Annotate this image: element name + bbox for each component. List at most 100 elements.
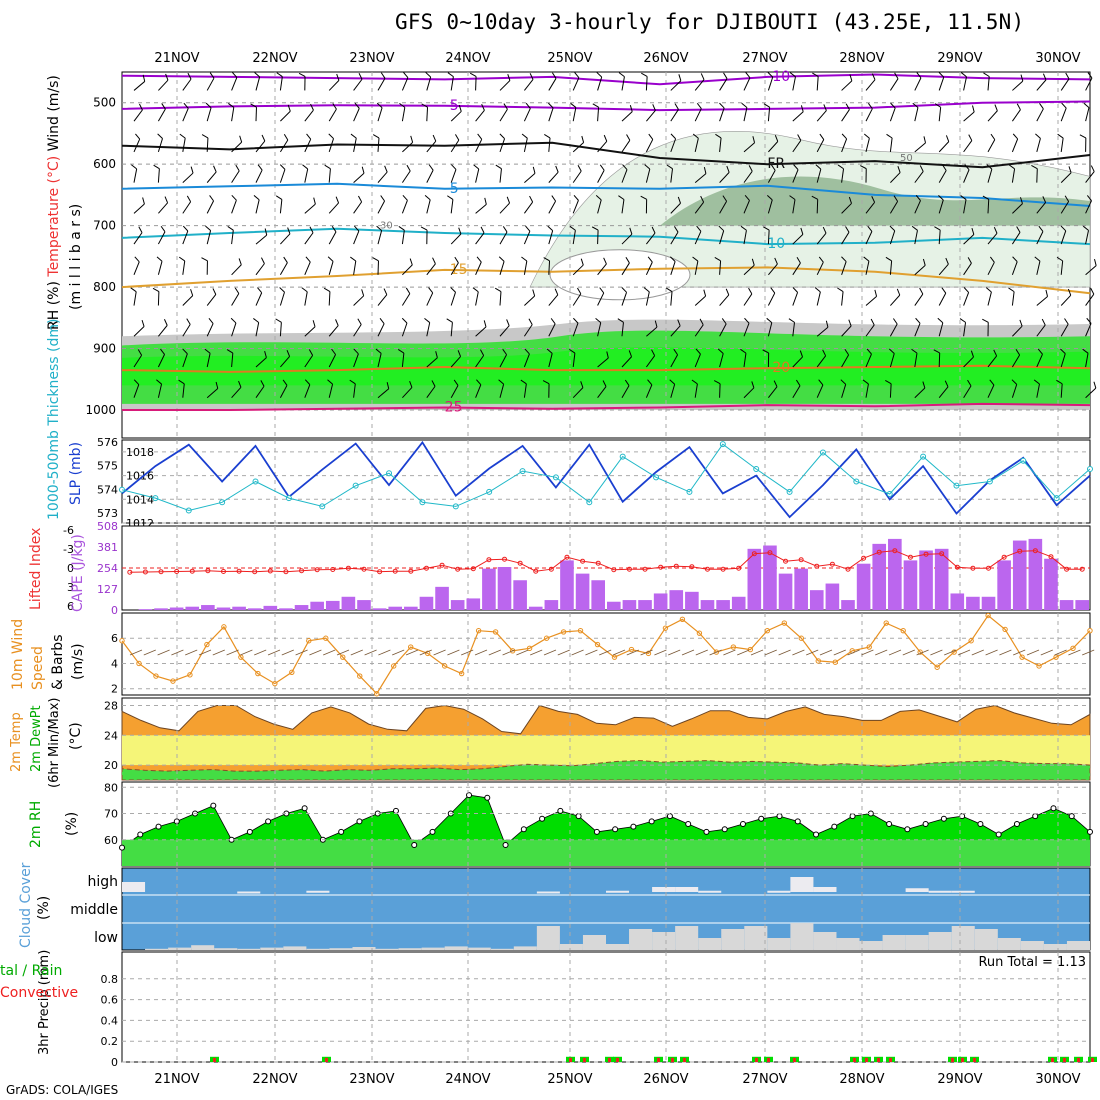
- wind-barb-shaft: [450, 139, 460, 153]
- wind-barb-shaft: [743, 200, 750, 214]
- wind-barb-shaft: [548, 171, 559, 183]
- wind-barb-shaft: [719, 230, 725, 245]
- wind-barb: [768, 257, 778, 276]
- wind-barb-flag: [208, 318, 214, 324]
- wind-barb-shaft: [572, 170, 582, 183]
- wind-barb: [792, 134, 802, 153]
- wind-barb: [889, 195, 899, 214]
- wind-barb: [719, 318, 727, 337]
- wind-barb-flag: [581, 135, 585, 143]
- wind-barb: [1012, 74, 1024, 91]
- wind10m-barb: [999, 649, 1012, 656]
- cloud-high-bar: [237, 891, 261, 894]
- wind-barb: [475, 133, 483, 153]
- wind-barb: [475, 197, 487, 214]
- wind-barb: [523, 102, 531, 122]
- wind-barb-shaft: [987, 262, 995, 276]
- cape-bar: [279, 608, 293, 610]
- wind-barb-flag: [483, 320, 487, 328]
- cape-bar: [872, 543, 887, 610]
- wind-barb-flag: [410, 135, 414, 143]
- wind-barb-shaft: [743, 230, 747, 245]
- wind-barb-flag: [264, 228, 268, 236]
- wind-barb-shaft: [572, 353, 576, 368]
- cape-bar: [201, 605, 215, 610]
- wind-barb-flag: [458, 104, 462, 112]
- precip-convective-bar: [767, 1057, 770, 1062]
- precip-convective-bar: [865, 1057, 868, 1062]
- wind-barb-shaft: [792, 169, 799, 183]
- wind10m-barb: [875, 649, 888, 656]
- wind-barb: [914, 258, 926, 276]
- li-point: [861, 555, 867, 561]
- wind-barb-shaft: [499, 384, 505, 398]
- wind-barb-shaft: [402, 141, 413, 153]
- wind-barb: [963, 227, 975, 245]
- wind-barb: [865, 225, 873, 245]
- wind-barb-shaft: [1085, 200, 1092, 214]
- wind-barb-shaft: [182, 108, 189, 122]
- wind-barb-shaft: [889, 201, 899, 214]
- wind-barb: [179, 133, 186, 152]
- wind-barb-flag: [547, 225, 553, 231]
- wind-barb-flag: [481, 103, 485, 111]
- wind-barb: [692, 133, 699, 153]
- wind-barb-flag: [989, 256, 995, 263]
- wind-barb: [1036, 103, 1044, 122]
- wind-barb: [499, 348, 508, 368]
- wind-barb-shaft: [1036, 383, 1040, 398]
- wind-barb: [231, 258, 242, 276]
- wind-barb-flag: [457, 350, 462, 357]
- precip-convective-bar: [1077, 1057, 1080, 1062]
- wind-barb: [592, 103, 600, 122]
- wind-barb: [841, 103, 850, 122]
- wind-barb: [670, 319, 681, 337]
- li-tick-label: 3: [67, 581, 74, 594]
- wind-barb-flag: [1037, 348, 1043, 355]
- wind-barb: [133, 319, 145, 337]
- wind-barb-flag: [476, 256, 482, 263]
- rh2m-point: [922, 821, 929, 827]
- wind-barb-shaft: [572, 142, 584, 153]
- wind-barb-shaft: [597, 322, 602, 337]
- wind-barb: [280, 350, 291, 368]
- wind-barb: [1011, 379, 1018, 398]
- rh2m-low-band: [122, 839, 1090, 866]
- wind-barb-shaft: [719, 353, 724, 368]
- wind-barb: [521, 256, 528, 275]
- wind-barb-shaft: [767, 292, 776, 306]
- wind-barb-flag: [156, 379, 162, 385]
- wind-barb-flag: [863, 133, 870, 139]
- wind-barb: [938, 72, 945, 91]
- wind-barb-flag: [715, 133, 722, 139]
- cape-bar: [450, 600, 465, 610]
- wind-barb-flag: [744, 317, 750, 324]
- wind-barb-shaft: [353, 324, 362, 337]
- wind-barb-shaft: [304, 109, 314, 122]
- wind-barb: [914, 136, 927, 153]
- wind-barb-shaft: [572, 264, 584, 276]
- wind-barb: [376, 225, 383, 245]
- wind-barb-flag: [793, 164, 799, 170]
- wind-barb-shaft: [206, 171, 217, 183]
- wind-barb-flag: [1012, 133, 1019, 140]
- wind-barb: [1060, 166, 1072, 183]
- wind-barb-flag: [1056, 256, 1063, 262]
- wind-barb-shaft: [914, 265, 926, 276]
- wind-barb-flag: [626, 134, 631, 141]
- wind-barb-flag: [678, 74, 682, 81]
- wind-barb: [963, 287, 970, 306]
- wind-barb-flag: [205, 225, 211, 231]
- wind-barb-shaft: [523, 138, 528, 152]
- wind-barb: [934, 226, 941, 245]
- wind-barb: [713, 380, 721, 398]
- wind-barb: [621, 287, 628, 306]
- rh2m-point: [886, 821, 893, 827]
- pressure-tick-label: 800: [93, 280, 116, 294]
- wind-barb-shaft: [621, 356, 632, 368]
- wind-barb: [938, 164, 947, 183]
- wind-barb: [498, 256, 505, 275]
- wind-barb-shaft: [767, 322, 773, 337]
- cape-tick-label: 254: [97, 562, 118, 575]
